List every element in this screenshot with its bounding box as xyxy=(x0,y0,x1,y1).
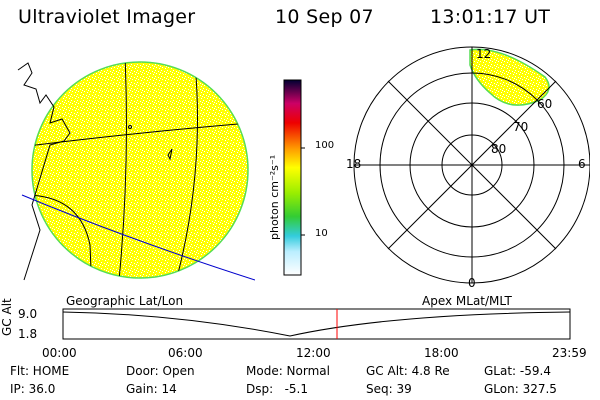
x-tick-1200: 12:00 xyxy=(296,346,331,360)
mlt-label-6: 6 xyxy=(578,157,586,171)
alt-y-bottom: 1.8 xyxy=(18,327,38,341)
mlt-label-12: 12 xyxy=(476,47,492,61)
status-glon: GLon: 327.5 xyxy=(484,382,557,396)
instrument-title: Ultraviolet Imager xyxy=(18,6,196,28)
mlat-label-70: 70 xyxy=(513,120,529,134)
polar-panel xyxy=(353,46,590,284)
status-door: Door: Open xyxy=(126,364,195,378)
mlat-label-80: 80 xyxy=(491,142,507,156)
x-tick-2359: 23:59 xyxy=(552,346,587,360)
date-label: 10 Sep 07 xyxy=(275,6,374,28)
geo-lat-line-2 xyxy=(32,194,93,278)
x-tick-0000: 00:00 xyxy=(42,346,77,360)
apex-caption: Apex MLat/MLT xyxy=(422,294,512,308)
x-tick-0600: 06:00 xyxy=(168,346,203,360)
status-flt: Flt: HOME xyxy=(10,364,70,378)
orbit-trace xyxy=(21,194,255,281)
alt-y-top: 9.0 xyxy=(18,307,38,321)
geo-lat-line-1 xyxy=(32,122,248,148)
colorbar-label-10: 10 xyxy=(315,228,328,239)
alt-ylabel: GC Alt xyxy=(0,298,14,336)
mlt-label-0: 0 xyxy=(468,276,476,290)
colorbar-panel xyxy=(283,79,305,276)
status-mode: Mode: Normal xyxy=(246,364,330,378)
island-dot xyxy=(128,125,132,129)
mlat-label-60: 60 xyxy=(537,97,553,111)
x-tick-1800: 18:00 xyxy=(424,346,459,360)
mlt-label-18: 18 xyxy=(346,157,362,171)
alt-curve xyxy=(62,311,571,337)
colorbar-gradient xyxy=(283,79,302,276)
status-ip: IP: 36.0 xyxy=(10,382,56,396)
colorbar-label-100: 100 xyxy=(315,140,335,151)
earth-disk xyxy=(31,61,249,279)
geo-lon-line-2 xyxy=(174,62,198,278)
status-gain: Gain: 14 xyxy=(126,382,177,396)
altitude-plot xyxy=(62,308,571,340)
colorbar-title: photon cm⁻²s⁻¹ xyxy=(268,154,281,240)
status-gc-alt: GC Alt: 4.8 Re xyxy=(366,364,450,378)
status-dsp: Dsp: -5.1 xyxy=(246,382,309,396)
coastline xyxy=(17,62,71,281)
status-seq: Seq: 39 xyxy=(366,382,412,396)
polar-diag-2 xyxy=(387,80,557,250)
geo-caption: Geographic Lat/Lon xyxy=(66,294,184,308)
time-label: 13:01:17 UT xyxy=(430,6,551,28)
geographic-image-panel xyxy=(17,61,255,281)
status-glat: GLat: -59.4 xyxy=(484,364,551,378)
geo-lon-line-1 xyxy=(117,62,127,278)
island xyxy=(167,148,173,161)
aurora-region xyxy=(469,48,550,106)
